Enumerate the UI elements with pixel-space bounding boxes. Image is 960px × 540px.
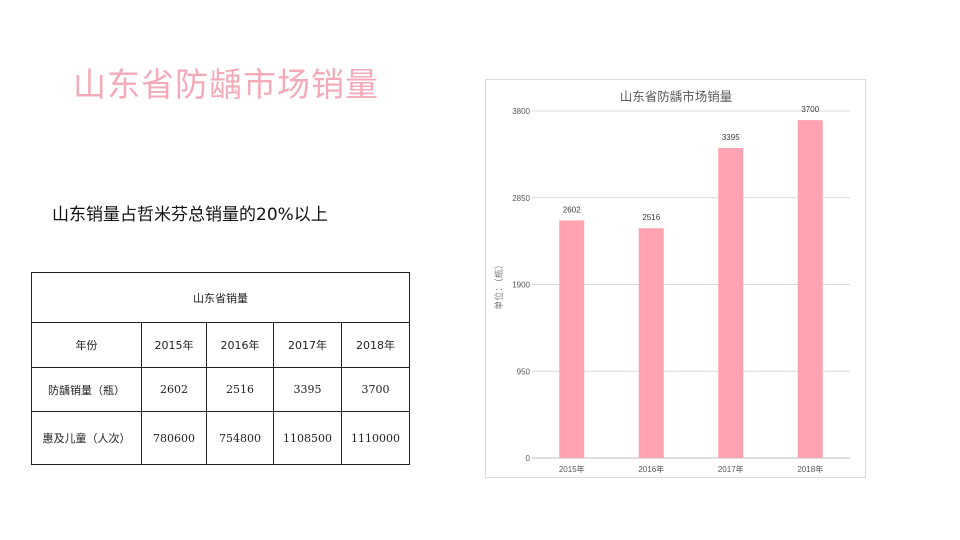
table-cell: 3700	[340, 367, 411, 412]
table-header-cell: 2017年	[273, 322, 342, 368]
y-tick-label: 950	[517, 367, 531, 376]
x-tick-label: 2016年	[638, 464, 664, 474]
data-label: 2602	[563, 205, 581, 214]
table-header-cell: 2016年	[206, 322, 274, 368]
table-row-label: 防龋销量（瓶）	[31, 367, 142, 412]
data-label: 2516	[642, 213, 660, 222]
table-header-row: 年份 2015年 2016年 2017年 2018年	[31, 322, 411, 368]
table-cell: 754800	[206, 411, 274, 465]
table-cell: 780600	[141, 411, 207, 465]
data-label: 3395	[722, 133, 740, 142]
table-row: 防龋销量（瓶） 2602 2516 3395 3700	[31, 367, 411, 412]
data-labels: 2602 2516 3395 3700	[563, 105, 820, 222]
y-tick-label: 3800	[512, 107, 530, 116]
y-tick-labels: 0 950 1900 2850 3800	[512, 107, 530, 463]
chart-title: 山东省防龋市场销量	[620, 89, 733, 104]
table-cell: 2516	[206, 367, 274, 412]
x-tick-label: 2018年	[797, 464, 823, 474]
bar	[638, 228, 664, 458]
table-row: 惠及儿童（人次） 780600 754800 1108500 1110000	[31, 411, 411, 465]
table-caption-row: 山东省销量	[30, 272, 411, 323]
table-caption: 山东省销量	[30, 272, 411, 323]
table-row-label: 惠及儿童（人次）	[31, 411, 142, 465]
slide-subtitle: 山东销量占哲米芬总销量的20%以上	[52, 205, 328, 225]
bar	[718, 147, 744, 458]
bars	[559, 120, 823, 458]
bar	[797, 120, 823, 458]
bar	[559, 220, 585, 458]
table-cell: 3395	[273, 367, 342, 412]
gridlines	[532, 110, 850, 459]
table-cell: 1110000	[340, 411, 411, 465]
data-label: 3700	[801, 105, 819, 114]
table-header-cell: 年份	[31, 322, 142, 368]
x-tick-label: 2015年	[559, 464, 585, 474]
table-header-cell: 2018年	[340, 322, 411, 368]
table-cell: 2602	[141, 367, 207, 412]
y-axis-label: 单位：（瓶）	[493, 260, 505, 310]
y-tick-label: 1900	[512, 281, 530, 290]
slide-title: 山东省防龋市场销量	[73, 65, 379, 104]
bar-chart: 山东省防龋市场销量 单位：（瓶） 2602 2516 3395 3700 2015年 2…	[485, 79, 866, 478]
sales-table: 山东省销量 年份 2015年 2016年 2017年 2018年 防龋销量（瓶）…	[30, 272, 411, 465]
table-cell: 1108500	[273, 411, 342, 465]
y-tick-label: 2850	[512, 194, 530, 203]
x-tick-labels: 2015年 2016年 2017年 2018年	[559, 464, 823, 474]
x-tick-label: 2017年	[718, 464, 744, 474]
table-header-cell: 2015年	[141, 322, 207, 368]
y-tick-label: 0	[526, 454, 531, 463]
